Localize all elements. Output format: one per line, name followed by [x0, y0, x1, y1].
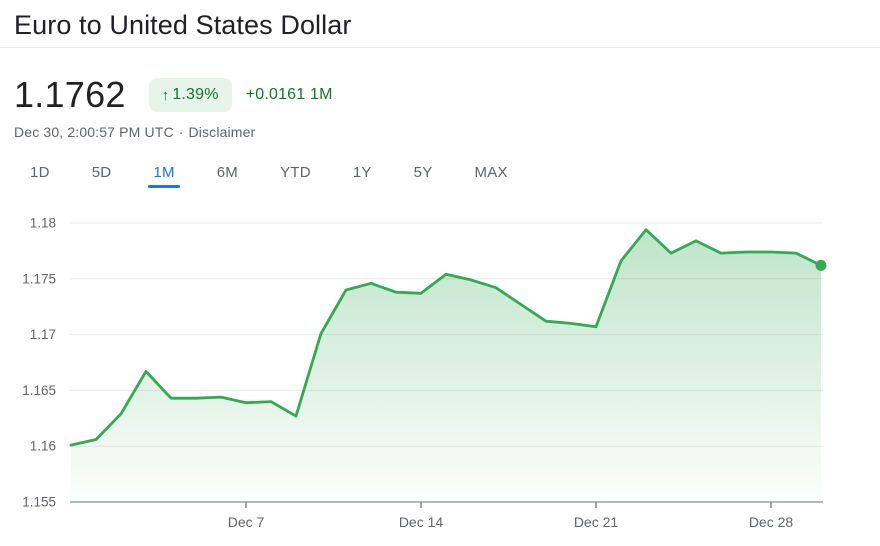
header-divider [0, 47, 880, 48]
tab-6m[interactable]: 6M [196, 150, 259, 194]
area-fill [71, 229, 821, 502]
price-chart: 1.18 1.175 1.17 1.165 1.16 1.155 Dec 7 Dec 14 De… [0, 200, 880, 546]
y-axis-label: 1.155 [22, 495, 56, 510]
quote-meta: Dec 30, 2:00:57 PM UTC · Disclaimer [14, 124, 880, 140]
tab-1y[interactable]: 1Y [332, 150, 393, 194]
tab-label: 1Y [352, 163, 372, 181]
tab-1d[interactable]: 1D [9, 150, 71, 194]
change-absolute: +0.0161 1M [245, 86, 333, 103]
tab-5y[interactable]: 5Y [393, 150, 454, 194]
tab-label: 5D [91, 163, 112, 181]
y-axis-label: 1.17 [30, 327, 56, 342]
tab-5d[interactable]: 5D [71, 150, 133, 194]
tab-label: 5Y [413, 163, 433, 181]
tab-label: MAX [474, 163, 508, 181]
y-axis-label: 1.18 [30, 216, 56, 231]
quote-summary: 1.1762 ↑ 1.39% +0.0161 1M [14, 73, 880, 117]
tab-label: 6M [216, 163, 239, 181]
y-axis-label: 1.16 [30, 439, 56, 454]
x-axis-label: Dec 14 [399, 514, 444, 530]
timestamp: Dec 30, 2:00:57 PM UTC [14, 124, 174, 140]
x-axis-label: Dec 21 [574, 514, 619, 530]
tab-label: YTD [280, 163, 311, 181]
last-point-dot [815, 259, 827, 271]
change-percent: 1.39% [172, 86, 219, 103]
price-line [69, 228, 823, 447]
tab-ytd[interactable]: YTD [259, 150, 332, 194]
tab-1m[interactable]: 1M [132, 150, 195, 194]
tab-label: 1D [30, 163, 50, 181]
finance-quote-page: Euro to United States Dollar 1.1762 ↑ 1.… [0, 9, 880, 546]
change-percent-badge: ↑ 1.39% [148, 78, 232, 112]
disclaimer-link[interactable]: Disclaimer [188, 124, 256, 140]
price-value: 1.1762 [14, 74, 126, 115]
price-chart-canvas[interactable]: 1.18 1.175 1.17 1.165 1.16 1.155 Dec 7 Dec 14 De… [0, 200, 880, 546]
tab-label: 1M [153, 163, 175, 181]
x-axis-label: Dec 7 [228, 514, 265, 530]
y-axis-label: 1.175 [22, 271, 56, 286]
x-axis-label: Dec 28 [749, 514, 794, 530]
range-tabs: 1D 5D 1M 6M YTD 1Y 5Y MAX [0, 150, 880, 194]
y-axis-label: 1.165 [22, 383, 56, 398]
up-arrow-icon: ↑ [161, 86, 170, 104]
page-title: Euro to United States Dollar [14, 10, 352, 40]
separator-dot: · [178, 124, 184, 140]
tab-max[interactable]: MAX [454, 150, 529, 194]
